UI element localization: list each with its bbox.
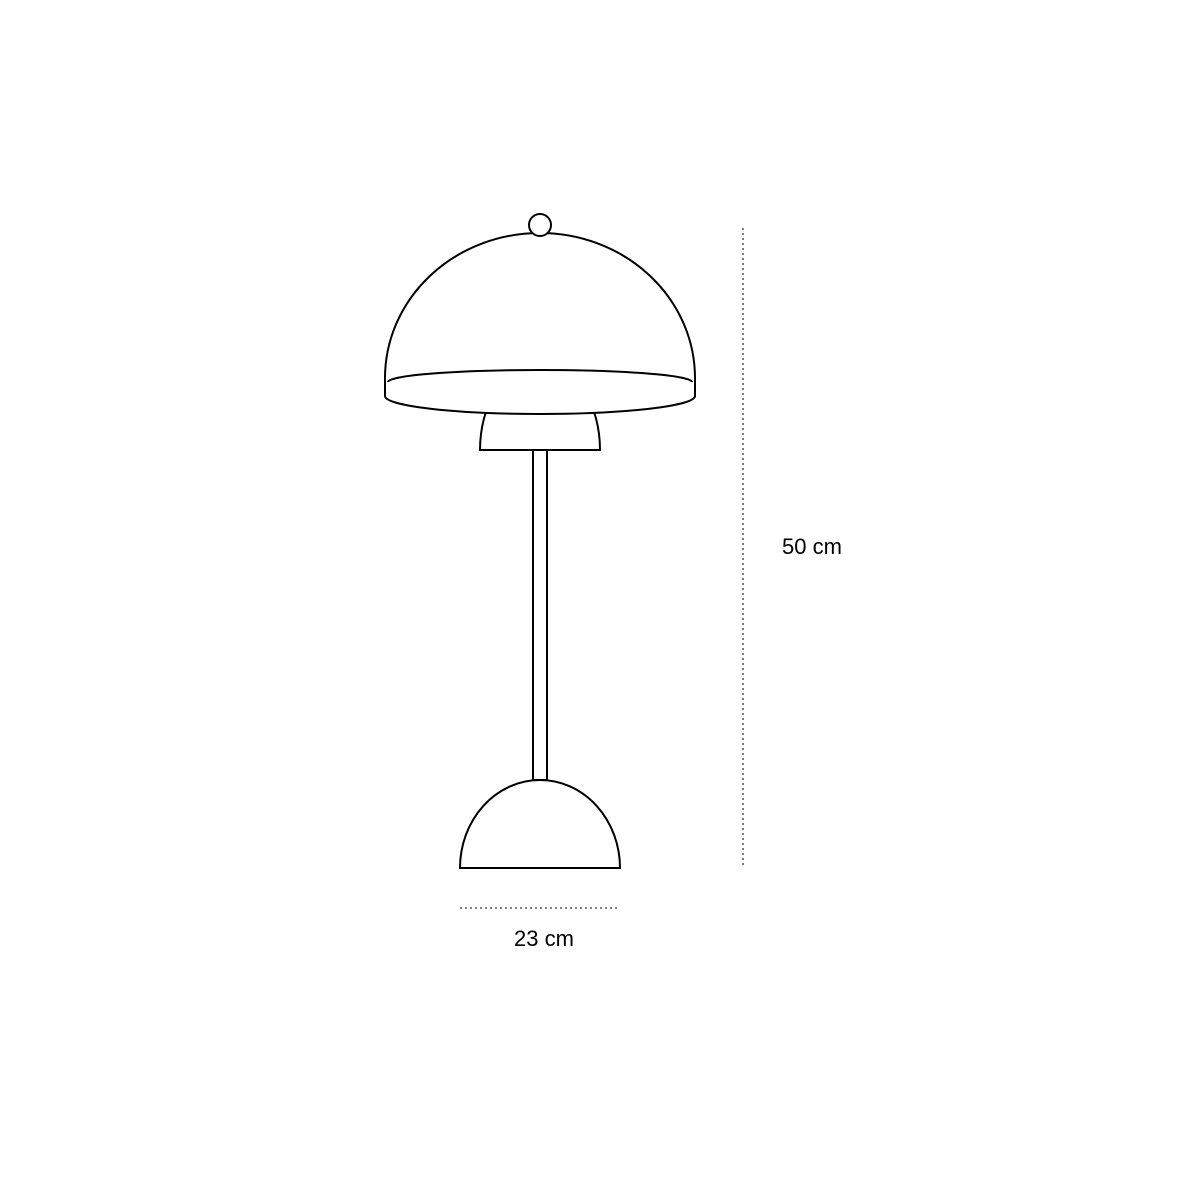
- height-dimension-label: 50 cm: [782, 534, 842, 560]
- lamp-line-drawing: [0, 0, 1200, 1200]
- diagram-canvas: 50 cm 23 cm: [0, 0, 1200, 1200]
- width-dimension-label: 23 cm: [514, 926, 574, 952]
